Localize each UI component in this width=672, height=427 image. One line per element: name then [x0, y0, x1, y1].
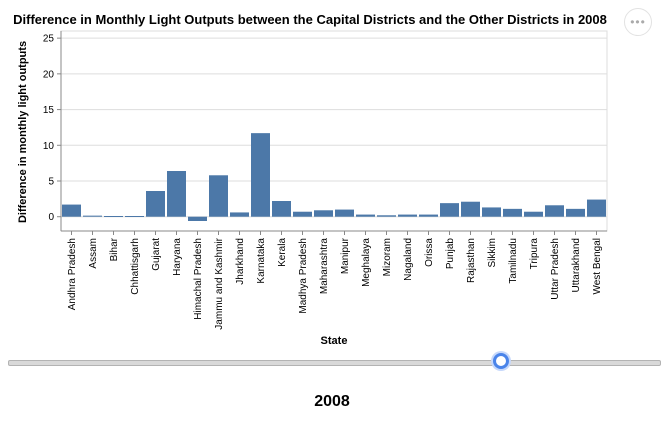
x-axis-title: State	[321, 335, 348, 347]
x-tick-label: Rajasthan	[466, 238, 477, 283]
x-tick-label: Haryana	[172, 238, 183, 276]
y-tick-label: 10	[43, 141, 55, 152]
bar	[146, 191, 165, 217]
bar	[566, 208, 585, 217]
y-tick-label: 0	[48, 212, 54, 223]
y-tick-label: 15	[43, 105, 55, 116]
more-horizontal-icon: •••	[630, 15, 646, 29]
bar	[587, 199, 606, 217]
x-tick-label: Meghalaya	[361, 238, 372, 287]
x-tick-label: Assam	[88, 238, 99, 269]
x-axis: Andhra Pradesh Assam Bihar Chhattisgarh Guja…	[61, 230, 607, 330]
year-label: 2008	[314, 393, 350, 410]
bar	[293, 211, 312, 217]
y-tick-label: 20	[43, 69, 55, 80]
plot-frame	[60, 30, 608, 232]
y-axis-title: Difference in monthly light outputs	[17, 41, 29, 223]
bar	[104, 216, 123, 217]
bar	[335, 209, 354, 217]
x-tick-label: Jharkhand	[235, 238, 246, 285]
x-tick-label: Gujarat	[151, 238, 162, 271]
bar	[62, 204, 81, 217]
x-tick-label: Karnataka	[256, 238, 267, 284]
year-slider-track[interactable]	[8, 360, 661, 366]
chart-title: Difference in Monthly Light Outputs betw…	[13, 12, 607, 27]
more-options-button[interactable]: •••	[624, 8, 652, 36]
x-tick-label: Uttarakhand	[571, 238, 582, 292]
x-tick-label: Orissa	[424, 238, 435, 267]
bar	[188, 216, 207, 221]
x-tick-label: Kerala	[277, 238, 288, 267]
x-tick-label: Andhra Pradesh	[67, 238, 78, 310]
bar	[230, 212, 249, 217]
bar	[83, 215, 102, 217]
x-tick-label: Madhya Pradesh	[298, 238, 309, 314]
x-tick-label: Uttar Pradesh	[550, 238, 561, 300]
bar	[398, 214, 417, 217]
bar	[482, 207, 501, 217]
x-tick-label: Sikkim	[487, 238, 498, 267]
x-tick-label: Jammu and Kashmir	[214, 237, 225, 329]
bar	[503, 208, 522, 217]
x-tick-label: Nagaland	[403, 238, 414, 281]
x-tick-label: Mizoram	[382, 238, 393, 276]
x-tick-label: Himachal Pradesh	[193, 238, 204, 320]
bar	[461, 201, 480, 217]
bar	[356, 214, 375, 217]
gridlines	[60, 30, 608, 232]
y-tick-label: 5	[48, 177, 54, 188]
x-tick-label: Tamilnadu	[508, 238, 519, 284]
bar	[272, 201, 291, 217]
bar	[545, 205, 564, 217]
y-tick-label: 25	[43, 34, 55, 45]
x-tick-label: Maharashtra	[319, 238, 330, 295]
y-axis: 0 5 10 15 20 25	[43, 31, 62, 231]
bar	[251, 133, 270, 217]
x-tick-label: Bihar	[109, 237, 120, 261]
bar	[377, 215, 396, 217]
x-tick-label: Tripura	[529, 238, 540, 270]
x-tick-label: West Bengal	[592, 238, 603, 295]
bar	[419, 214, 438, 217]
year-slider-thumb[interactable]	[492, 353, 509, 369]
x-tick-label: Manipur	[340, 237, 351, 274]
bar	[314, 210, 333, 217]
bar	[209, 175, 228, 217]
bar	[524, 211, 543, 217]
x-tick-label: Chhattisgarh	[130, 238, 141, 295]
bars	[62, 133, 606, 221]
bar	[440, 203, 459, 217]
bar	[167, 171, 186, 217]
bar-chart: Difference in Monthly Light Outputs betw…	[13, 12, 608, 347]
x-tick-label: Punjab	[445, 238, 456, 270]
bar	[125, 216, 144, 217]
